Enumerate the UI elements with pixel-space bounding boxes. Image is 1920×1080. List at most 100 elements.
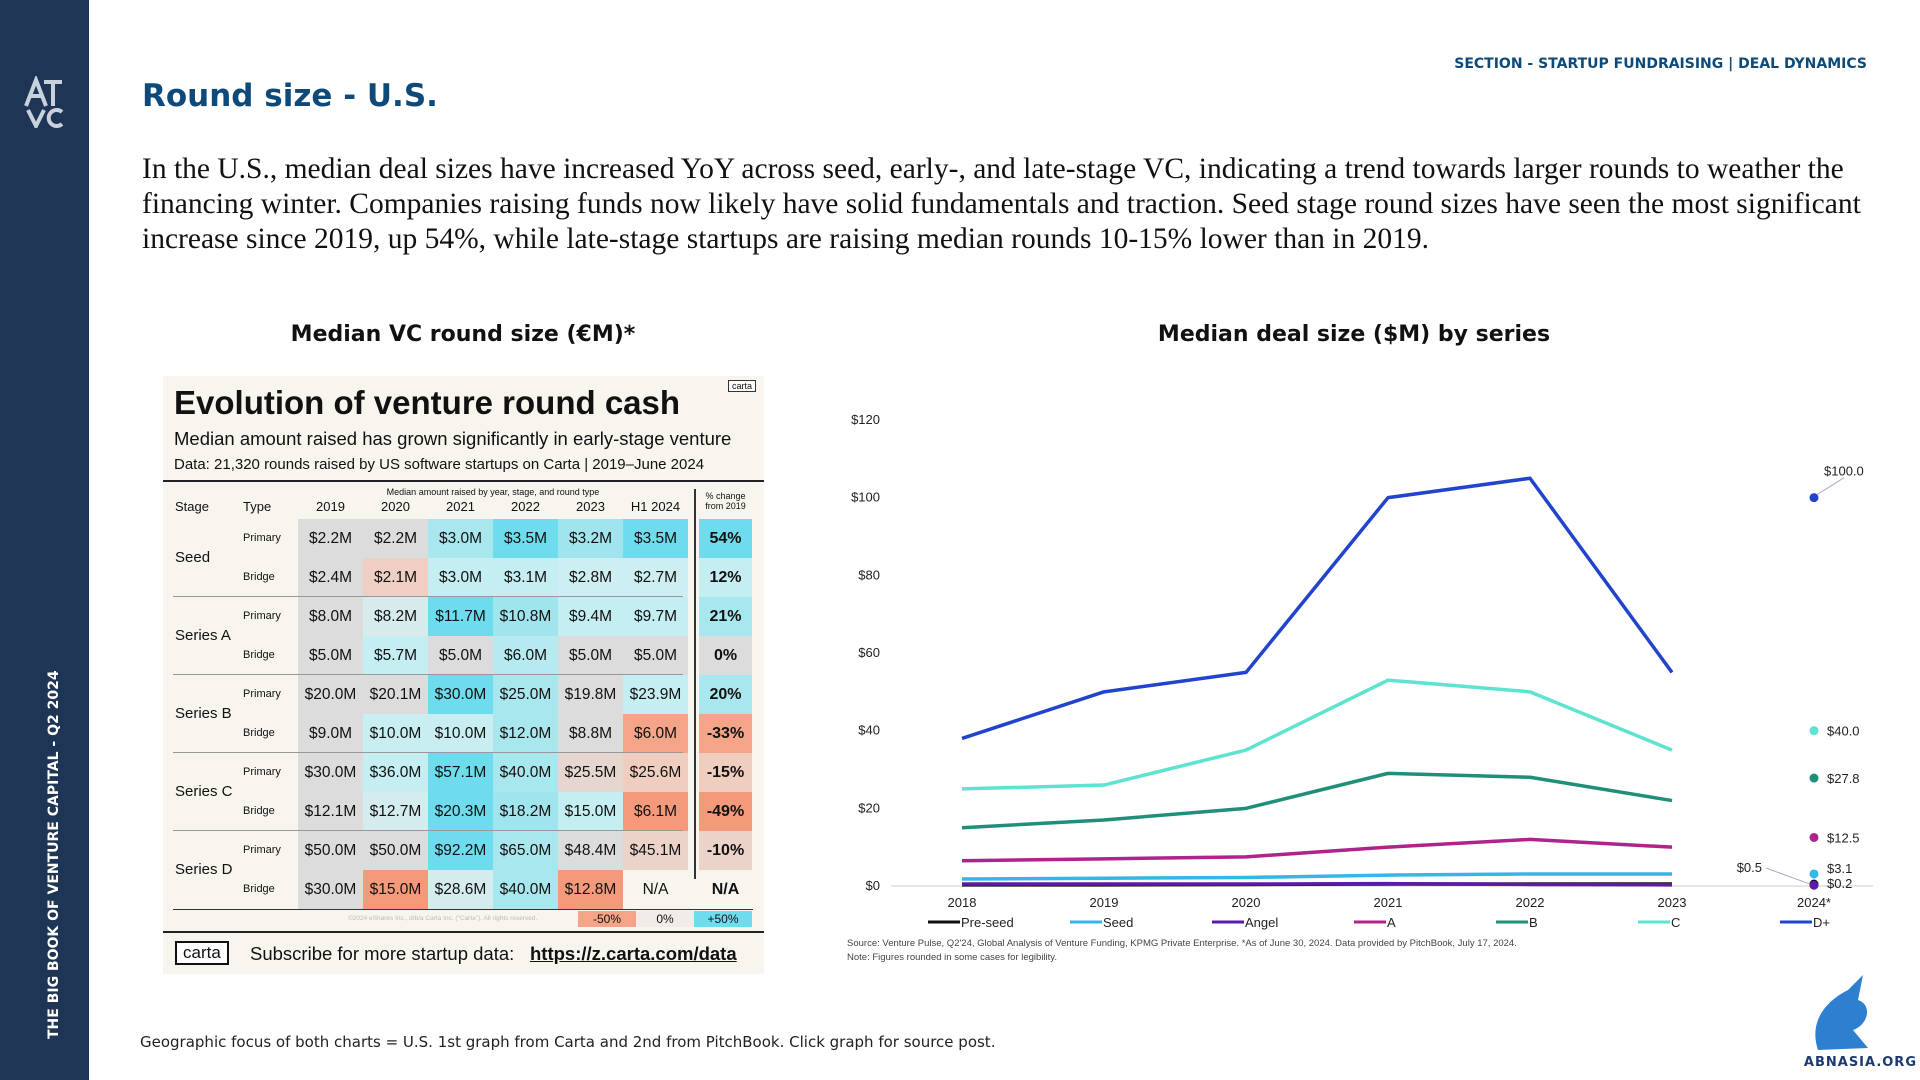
value-cell: $25.5M — [558, 753, 623, 792]
value-cell: $11.7M — [428, 597, 493, 636]
value-cell: $5.0M — [298, 636, 363, 675]
left-caption: Median VC round size (€M)* — [290, 322, 636, 347]
value-cell: $92.2M — [428, 831, 493, 870]
legend-label: Angel — [1245, 915, 1278, 930]
value-cell: $10.0M — [428, 714, 493, 753]
end-point — [1809, 832, 1819, 842]
value-cell: $57.1M — [428, 753, 493, 792]
end-point — [1809, 773, 1819, 783]
value-cell: $20.0M — [298, 675, 363, 714]
value-cell: $28.6M — [428, 870, 493, 909]
value-cell: $50.0M — [363, 831, 428, 870]
value-cell: $12.0M — [493, 714, 558, 753]
x-tick-label: 2024* — [1797, 895, 1831, 910]
value-cell: $25.6M — [623, 753, 688, 792]
series-line — [961, 837, 1673, 863]
value-cell: $40.0M — [493, 870, 558, 909]
y-tick-label: $0 — [866, 878, 880, 893]
column-header: Stage — [175, 499, 209, 514]
value-cell: $12.8M — [558, 870, 623, 909]
group-line — [173, 596, 683, 597]
type-label: Bridge — [243, 727, 275, 739]
value-cell: $8.0M — [298, 597, 363, 636]
value-cell: $2.2M — [363, 519, 428, 558]
scale-label: -50% — [578, 911, 636, 927]
logo — [24, 76, 64, 128]
source-note: Source: Venture Pulse, Q2'24, Global Ana… — [847, 938, 1517, 949]
value-cell: N/A — [623, 870, 688, 909]
change-cell: -10% — [699, 831, 752, 870]
source-note: Note: Figures rounded in some cases for … — [847, 952, 1057, 963]
value-cell: $12.1M — [298, 792, 363, 831]
end-label: $100.0 — [1824, 464, 1864, 479]
change-cell: 20% — [699, 675, 752, 714]
y-tick-label: $80 — [858, 567, 880, 582]
type-label: Bridge — [243, 571, 275, 583]
value-cell: $10.0M — [363, 714, 428, 753]
change-cell: -33% — [699, 714, 752, 753]
stage-label: Series C — [175, 783, 233, 800]
link[interactable]: https://z.carta.com/data — [530, 943, 737, 964]
end-point — [1809, 869, 1819, 879]
type-label: Primary — [243, 610, 281, 622]
x-tick-label: 2021 — [1374, 895, 1403, 910]
table-data-note: Data: 21,320 rounds raised by US softwar… — [174, 456, 705, 473]
end-label: $3.1 — [1827, 861, 1852, 876]
value-cell: $48.4M — [558, 831, 623, 870]
value-cell: $12.7M — [363, 792, 428, 831]
legend-label: Seed — [1103, 915, 1133, 930]
value-cell: $2.4M — [298, 558, 363, 597]
change-cell: 12% — [699, 558, 752, 597]
leader-line — [1816, 477, 1845, 496]
separator — [694, 489, 696, 879]
stage-label: Series B — [175, 705, 232, 722]
value-cell: $8.8M — [558, 714, 623, 753]
section-label: SECTION - STARTUP FUNDRAISING | DEAL DYN… — [1454, 56, 1867, 72]
value-cell: $45.1M — [623, 831, 688, 870]
scale-label: +50% — [694, 911, 752, 927]
end-point — [1809, 493, 1819, 503]
value-cell: $9.4M — [558, 597, 623, 636]
value-cell: $6.0M — [493, 636, 558, 675]
value-cell: $18.2M — [493, 792, 558, 831]
carta-table[interactable]: Evolution of venture round cash carta Medi… — [163, 376, 764, 974]
column-header: 2020 — [381, 499, 410, 514]
series-line — [961, 872, 1672, 881]
table-title: Evolution of venture round cash — [174, 384, 681, 421]
value-cell: $5.0M — [428, 636, 493, 675]
watermark-logo — [1815, 975, 1868, 1050]
change-cell: -49% — [699, 792, 752, 831]
footer-rule — [163, 931, 764, 933]
value-cell: $9.7M — [623, 597, 688, 636]
legend-label: A — [1387, 915, 1396, 930]
value-cell: $23.9M — [623, 675, 688, 714]
change-cell: 21% — [699, 597, 752, 636]
column-header: H1 2024 — [630, 499, 681, 514]
value-cell: $30.0M — [298, 753, 363, 792]
series-line — [961, 771, 1673, 830]
value-cell: $15.0M — [363, 870, 428, 909]
value-cell: $3.5M — [623, 519, 688, 558]
x-tick-label: 2018 — [948, 895, 977, 910]
value-cell: $3.2M — [558, 519, 623, 558]
column-header: Type — [243, 499, 272, 514]
stage-label: Series A — [175, 627, 231, 644]
column-header: % change from 2019 — [705, 491, 746, 511]
value-cell: $25.0M — [493, 675, 558, 714]
value-cell: $2.7M — [623, 558, 688, 597]
end-label: $27.8 — [1827, 771, 1860, 786]
legend-label: Pre-seed — [961, 915, 1014, 930]
header-note: Median amount raised by year, stage, and… — [386, 487, 600, 497]
value-cell: $2.2M — [298, 519, 363, 558]
end-label: $0.2 — [1827, 876, 1852, 891]
stage-label: Series D — [175, 861, 233, 878]
change-cell: -15% — [699, 753, 752, 792]
carta-logo: carta — [175, 941, 229, 965]
legend-label: C — [1671, 915, 1680, 930]
value-cell: $50.0M — [298, 831, 363, 870]
value-cell: $5.0M — [623, 636, 688, 675]
value-cell: $6.0M — [623, 714, 688, 753]
legend-label: B — [1529, 915, 1538, 930]
body-text: In the U.S., median deal sizes have incr… — [142, 153, 1861, 255]
